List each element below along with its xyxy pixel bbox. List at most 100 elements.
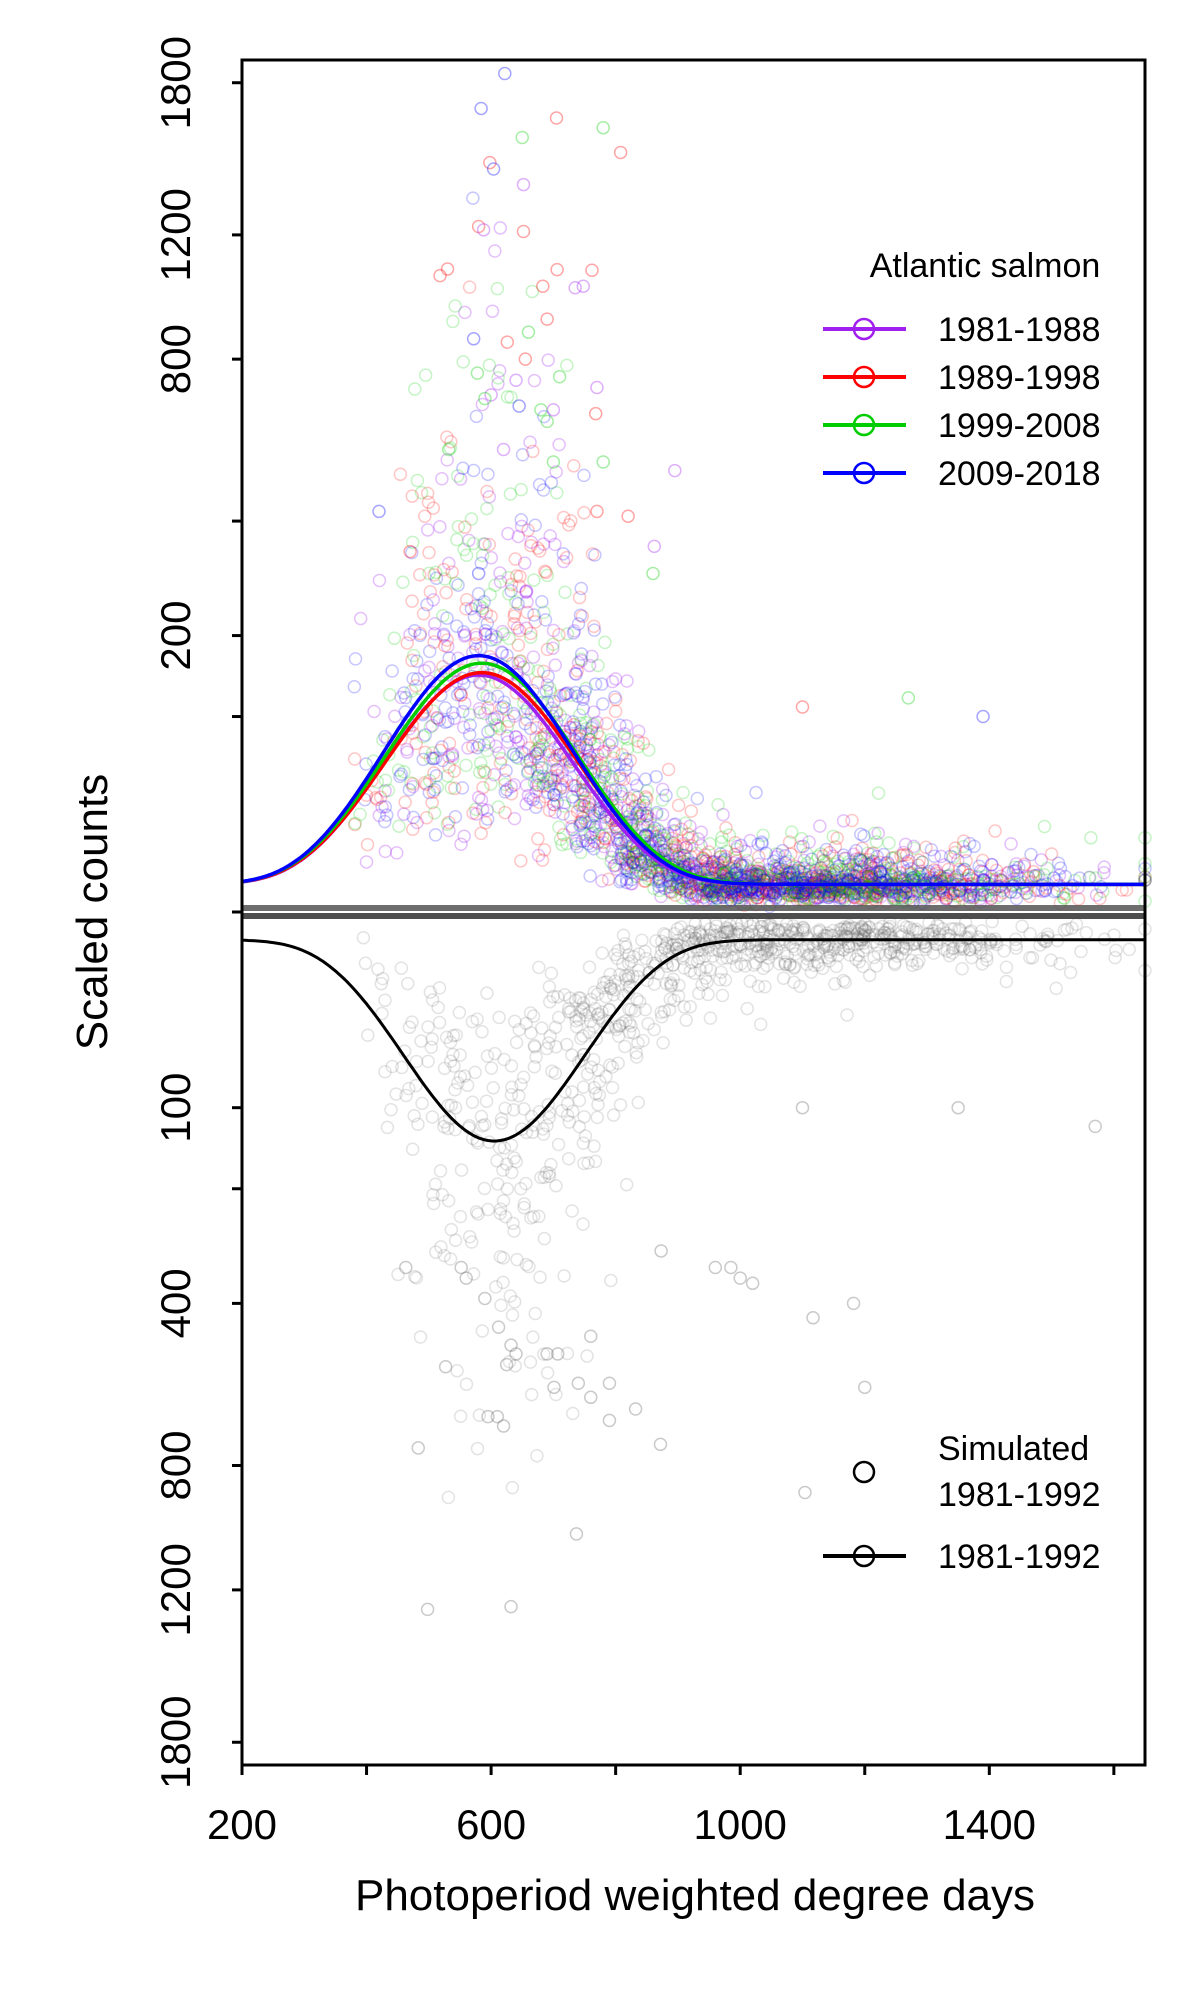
point-1981-1988-479 — [709, 863, 723, 878]
point-1989-1998-512 — [797, 885, 812, 900]
point-1989-1998-103 — [466, 806, 480, 820]
point-1989-1998-62 — [578, 741, 593, 755]
point-1989-1998-395 — [823, 866, 837, 880]
point-1981-1988-351 — [624, 859, 638, 874]
point-1999-2008-126 — [865, 869, 879, 884]
point-1989-1998-572 — [935, 875, 950, 889]
point-1981-1988-220 — [866, 886, 880, 901]
point-1981-1988-131 — [661, 826, 675, 841]
point-1989-1998-327 — [1063, 881, 1078, 895]
point-1981-1988-624 — [990, 879, 1005, 894]
point-1981-1988-531 — [906, 873, 921, 888]
point-1981-1988-69 — [552, 437, 566, 452]
point-1981-1988-647 — [665, 842, 679, 857]
point-1999-2008-73 — [659, 836, 674, 850]
point-1981-1988-250 — [626, 856, 640, 870]
point-1989-1998-224 — [598, 832, 613, 846]
point-1981-1988-64 — [862, 875, 877, 890]
point-1981-1988-468 — [533, 743, 548, 757]
point-1989-1998-325 — [864, 869, 879, 883]
point-1999-2008-98 — [828, 880, 842, 894]
point-1981-1988-561 — [822, 875, 837, 890]
point-1989-1998-87 — [750, 890, 765, 905]
point-1981-1988-355 — [871, 886, 885, 900]
point-1981-1988-144 — [564, 721, 578, 735]
point-1981-1988-601 — [684, 856, 699, 870]
point-1989-1998-81 — [438, 638, 452, 653]
point-1989-1998-241 — [422, 545, 436, 560]
point-1989-1998-644 — [575, 609, 590, 624]
point-1989-1998-259 — [567, 717, 581, 732]
point-1989-1998-552 — [621, 849, 636, 863]
point-1989-1998-332 — [862, 852, 876, 867]
point-1989-1998-626 — [589, 756, 604, 770]
point-1981-1988-593 — [706, 888, 720, 903]
point-1989-1998-201 — [556, 780, 570, 794]
point-1999-2008-67 — [629, 845, 644, 860]
point-1981-1988-306 — [367, 704, 381, 719]
point-1999-2008-107 — [619, 861, 634, 875]
point-1981-1988-157 — [469, 807, 484, 821]
point-1981-1988-5 — [808, 890, 823, 905]
point-1981-1988-94 — [814, 873, 829, 888]
point-1981-1988-525 — [640, 806, 654, 820]
point-1981-1988-350 — [756, 886, 770, 900]
point-1989-1998-200 — [640, 791, 654, 806]
point-1989-1998-354 — [729, 854, 744, 868]
point-1989-1998-522 — [508, 606, 522, 621]
point-1981-1988-170 — [736, 885, 750, 899]
point-1981-1988-438 — [565, 778, 579, 793]
point-1999-2008-57 — [841, 857, 856, 872]
point-1989-1998-422 — [753, 868, 767, 882]
point-1981-1988-341 — [901, 874, 915, 888]
point-1999-2008-70 — [422, 566, 436, 581]
point-1981-1988-635 — [436, 629, 451, 643]
point-1999-2008-16 — [704, 885, 718, 900]
point-1989-1998-175 — [573, 739, 587, 754]
point-1981-1988-176 — [895, 873, 910, 888]
point-1981-1988-11 — [426, 751, 440, 766]
point-1981-1988-390 — [561, 686, 575, 700]
point-1989-1998-611 — [776, 881, 790, 895]
point-1981-1988-605 — [618, 853, 633, 867]
point-1981-1988-526 — [684, 886, 698, 900]
point-1989-1998-649 — [492, 722, 507, 736]
point-1981-1988-73 — [475, 397, 490, 412]
point-1989-1998-361 — [636, 736, 651, 750]
y-tick-label-11: 1200 — [152, 1543, 199, 1636]
point-1981-1988-335 — [485, 304, 500, 318]
point-1981-1988-391 — [817, 880, 831, 894]
point-1989-1998-557 — [425, 795, 439, 810]
point-1981-1988-50 — [548, 752, 563, 767]
point-1981-1988-515 — [773, 879, 788, 894]
point-1989-1998-368 — [728, 835, 742, 850]
point-1981-1988-302 — [474, 793, 489, 807]
point-1981-1988-162 — [681, 852, 695, 866]
point-1981-1988-399 — [548, 805, 562, 819]
point-1989-1998-8 — [670, 879, 684, 894]
point-1999-2008-24 — [1037, 868, 1051, 882]
point-1989-1998-396 — [793, 840, 808, 854]
y-tick-label-0: 1800 — [152, 36, 199, 129]
point-1981-1988-219 — [934, 849, 948, 864]
point-1981-1988-533 — [847, 869, 861, 884]
point-1981-1988-32 — [488, 244, 502, 258]
point-1989-1998-39 — [830, 831, 844, 845]
point-1999-2008-91 — [827, 867, 842, 881]
legend-label-simulated-period: 1981-1992 — [938, 1476, 1101, 1514]
point-1989-1998-47 — [444, 435, 458, 449]
point-1981-1988-261 — [736, 891, 750, 906]
point-1999-2008-40 — [907, 841, 921, 855]
point-1989-1998-233 — [744, 874, 759, 889]
point-1981-1988-345 — [634, 866, 648, 881]
point-1981-1988-154 — [984, 891, 999, 906]
point-1981-1988-512 — [478, 537, 492, 551]
point-1999-2008-84 — [480, 501, 494, 516]
point-1989-1998-117 — [947, 886, 961, 901]
legend-label-1989-1998: 1989-1998 — [938, 359, 1101, 397]
point-1981-1988-48 — [454, 837, 468, 852]
point-1981-1988-534 — [617, 727, 632, 741]
point-1989-1998-562 — [784, 847, 798, 861]
point-1999-2008-85 — [678, 816, 693, 830]
point-1989-1998-549 — [716, 885, 731, 900]
